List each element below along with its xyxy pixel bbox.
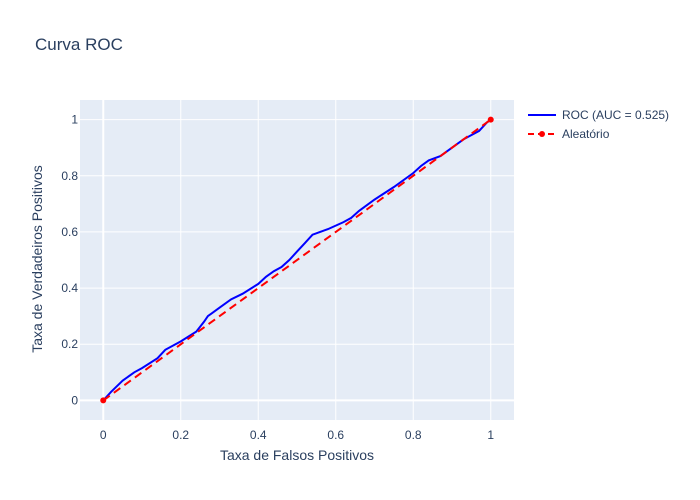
y-axis-title: Taxa de Verdadeiros Positivos (29, 165, 45, 353)
y-tick-label: 1 (71, 113, 78, 127)
y-tick-label: 0.6 (61, 225, 78, 239)
x-tick-label: 0.4 (250, 428, 267, 442)
legend-item-roc[interactable]: ROC (AUC = 0.525) (528, 108, 669, 122)
legend[interactable]: ROC (AUC = 0.525) Aleatório (528, 108, 669, 141)
y-tick-label: 0 (71, 393, 78, 407)
random-point (487, 116, 494, 123)
y-tick-label: 0.8 (61, 169, 78, 183)
chart-title: Curva ROC (35, 35, 123, 54)
y-tick-label: 0.4 (61, 281, 78, 295)
x-tick-label: 0.8 (405, 428, 422, 442)
x-tick-label: 1 (487, 428, 494, 442)
grid-lines (80, 100, 514, 420)
legend-marker (539, 131, 545, 137)
legend-label: Aleatório (562, 127, 610, 141)
x-tick-label: 0 (100, 428, 107, 442)
legend-item-random[interactable]: Aleatório (528, 127, 610, 141)
legend-label: ROC (AUC = 0.525) (562, 108, 669, 122)
x-tick-label: 0.2 (172, 428, 189, 442)
y-tick-label: 0.2 (61, 337, 78, 351)
x-axis-title: Taxa de Falsos Positivos (220, 447, 374, 463)
series-layer (100, 116, 494, 404)
series-line-random (102, 118, 492, 402)
x-axis-ticks: 0 0.2 0.4 0.6 0.8 1 (100, 428, 495, 442)
series-line-roc (102, 118, 492, 402)
random-point (100, 397, 107, 404)
x-tick-label: 0.6 (327, 428, 344, 442)
y-axis-ticks: 0 0.2 0.4 0.6 0.8 1 (61, 113, 78, 408)
